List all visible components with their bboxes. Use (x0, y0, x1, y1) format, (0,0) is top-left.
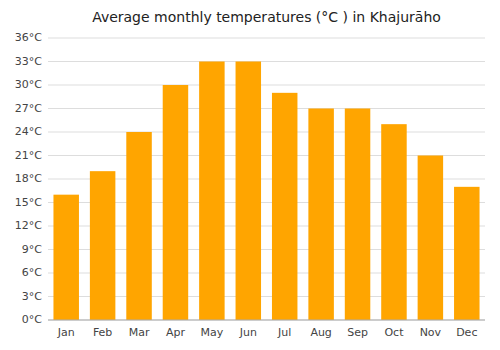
page: {"chart_data": {"type": "bar", "title": … (0, 0, 500, 350)
x-tick-label: Oct (384, 326, 404, 339)
y-tick-label: 21°C (15, 149, 42, 162)
x-tick-label: Nov (420, 326, 442, 339)
bar (90, 171, 115, 320)
x-tick-label: Feb (93, 326, 112, 339)
bar (163, 85, 188, 320)
x-tick-label: Dec (456, 326, 477, 339)
x-tick-label: Mar (129, 326, 150, 339)
grid-line (48, 320, 485, 321)
y-tick-label: 27°C (15, 102, 42, 115)
y-tick-label: 30°C (15, 78, 42, 91)
x-tick-label: Jul (277, 326, 291, 339)
y-tick-label: 6°C (22, 266, 42, 279)
x-tick-label: Jan (57, 326, 75, 339)
bar (272, 93, 297, 320)
x-tick-label: Aug (310, 326, 331, 339)
bar (418, 156, 443, 321)
bar (53, 195, 78, 320)
x-tick-label: Jun (239, 326, 257, 339)
y-tick-label: 24°C (15, 125, 42, 138)
bar (199, 62, 224, 321)
y-tick-label: 0°C (22, 313, 42, 326)
y-axis: 0°C 3°C 6°C 9°C 12°C 15°C 18°C 21°C 24°C 27°C 30°C… (15, 31, 485, 326)
bar (308, 109, 333, 321)
grid-line (48, 132, 485, 133)
bars (53, 62, 479, 321)
grid-line (48, 108, 485, 109)
title: Average monthly temperatures (°C ) in Kh… (92, 9, 441, 25)
bar (345, 109, 370, 321)
bar (126, 132, 151, 320)
y-tick-label: 3°C (22, 290, 42, 303)
grid-line (48, 38, 485, 39)
x-axis: Jan Feb Mar Apr May Jun Jul Aug Sep Oct Nov Dec (48, 320, 485, 339)
bar (381, 124, 406, 320)
grid-line (48, 85, 485, 86)
x-tick-label: Sep (347, 326, 368, 339)
x-tick-label: Apr (166, 326, 186, 339)
grid-line (48, 61, 485, 62)
y-tick-label: 36°C (15, 31, 42, 44)
y-tick-label: 9°C (22, 243, 42, 256)
y-tick-label: 18°C (15, 172, 42, 185)
bar (454, 187, 479, 320)
bar (236, 62, 261, 321)
x-tick-label: May (201, 326, 224, 339)
y-tick-label: 15°C (15, 196, 42, 209)
y-tick-label: 12°C (15, 219, 42, 232)
x-axis-line (48, 320, 485, 321)
chart: Average monthly temperatures (°C ) in Kh… (0, 0, 500, 350)
y-tick-label: 33°C (15, 55, 42, 68)
